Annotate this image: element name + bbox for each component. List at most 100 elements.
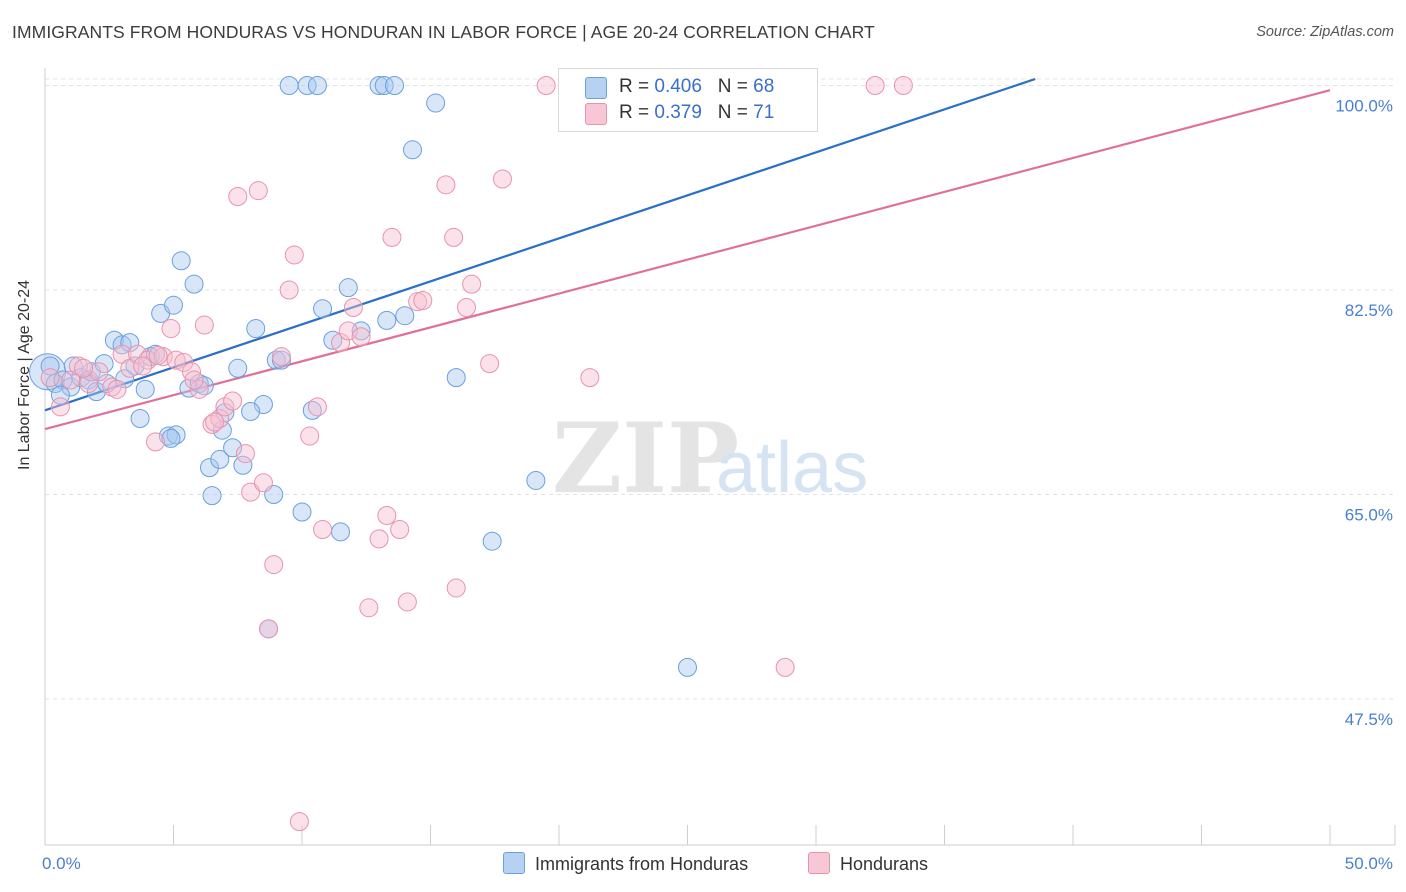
legend-r-label-pink: R = xyxy=(619,102,650,123)
bottom-legend-label-pink: Hondurans xyxy=(840,854,929,874)
legend-text-pink: R = 0.379 N = 71 xyxy=(619,102,774,124)
point-pink xyxy=(74,358,94,378)
point-pink xyxy=(89,362,109,382)
point-pink xyxy=(50,397,70,417)
point-pink xyxy=(462,274,482,294)
legend-text-blue: R = 0.406 N = 68 xyxy=(619,76,774,98)
bottom-legend-swatch-blue xyxy=(503,852,525,874)
point-blue xyxy=(40,356,60,376)
legend-n-label-blue: N = xyxy=(717,76,748,97)
legend-n-value-pink: 71 xyxy=(753,102,775,123)
points-layer xyxy=(29,76,913,832)
point-pink xyxy=(446,578,466,598)
point-blue xyxy=(189,373,209,393)
legend-r-value-blue: 0.406 xyxy=(654,76,702,97)
point-pink xyxy=(138,350,158,370)
bottom-legend-blue: Immigrants from Honduras xyxy=(503,852,748,875)
point-pink xyxy=(390,520,410,540)
point-pink xyxy=(166,350,186,370)
point-pink xyxy=(107,379,127,399)
legend-swatch-blue xyxy=(585,77,607,99)
point-blue xyxy=(212,420,232,440)
point-blue xyxy=(125,356,145,376)
point-blue xyxy=(313,299,333,319)
point-blue xyxy=(377,310,397,330)
point-pink xyxy=(300,426,320,446)
point-pink xyxy=(202,414,222,434)
point-pink xyxy=(184,370,204,390)
point-blue xyxy=(210,449,230,469)
point-pink xyxy=(161,319,181,339)
point-blue xyxy=(184,274,204,294)
point-pink xyxy=(580,368,600,388)
point-pink xyxy=(351,327,371,347)
point-blue xyxy=(164,295,183,315)
point-blue xyxy=(678,657,697,677)
point-pink xyxy=(248,181,268,201)
point-pink xyxy=(865,76,885,96)
y-axis-label: In Labor Force | Age 20-24 xyxy=(16,279,33,470)
y-tick-label: 82.5% xyxy=(1345,301,1393,320)
point-pink xyxy=(279,280,299,300)
point-blue xyxy=(130,409,150,429)
point-blue xyxy=(241,402,261,422)
point-pink xyxy=(331,333,351,353)
point-pink xyxy=(40,368,60,388)
point-pink xyxy=(146,432,166,452)
watermark: ZIP atlas xyxy=(552,402,868,515)
legend-swatch-pink xyxy=(585,103,607,125)
point-blue xyxy=(302,400,322,420)
point-pink xyxy=(194,315,214,335)
axis-layer xyxy=(44,68,1396,846)
point-pink xyxy=(338,321,358,341)
point-pink xyxy=(241,482,261,502)
point-pink xyxy=(189,379,209,399)
legend-r-label-blue: R = xyxy=(619,76,650,97)
point-blue xyxy=(482,531,502,551)
x-tick-label-min: 0.0% xyxy=(42,854,81,873)
point-pink xyxy=(436,175,456,195)
point-pink xyxy=(205,412,225,432)
point-pink xyxy=(369,529,389,549)
point-pink xyxy=(343,298,363,318)
point-blue xyxy=(446,368,466,388)
point-pink xyxy=(253,473,273,493)
trend-layer xyxy=(44,77,1331,431)
point-blue xyxy=(194,376,214,396)
point-blue xyxy=(202,486,222,506)
legend-r-value-pink: 0.379 xyxy=(654,102,702,123)
point-pink xyxy=(210,409,230,429)
point-blue xyxy=(199,458,219,478)
point-blue xyxy=(331,522,351,542)
point-blue xyxy=(166,425,186,445)
point-pink xyxy=(223,391,243,411)
point-blue xyxy=(50,385,70,405)
point-blue xyxy=(385,76,405,96)
point-pink xyxy=(271,347,291,367)
point-pink xyxy=(313,520,333,540)
point-blue xyxy=(266,350,286,370)
point-pink xyxy=(536,76,556,96)
tick-label-layer: 47.5% 65.0% 82.5% 100.0% 0.0% 50.0% xyxy=(42,97,1393,873)
chart-title: IMMIGRANTS FROM HONDURAS VS HONDURAN IN … xyxy=(12,22,875,42)
y-tick-label: 100.0% xyxy=(1335,97,1393,116)
watermark-zip: ZIP xyxy=(552,402,739,515)
bottom-legend-swatch-pink xyxy=(808,852,830,874)
point-pink xyxy=(128,344,148,364)
point-blue xyxy=(292,502,312,522)
bottom-legend-pink: Hondurans xyxy=(808,852,928,875)
stats-legend: R = 0.406 N = 68 R = 0.379 N = 71 xyxy=(558,68,818,132)
point-blue xyxy=(120,333,140,353)
point-blue xyxy=(526,470,546,490)
point-pink xyxy=(359,598,379,618)
point-pink xyxy=(444,227,464,247)
point-pink xyxy=(492,169,512,189)
point-pink xyxy=(133,356,153,376)
point-pink xyxy=(102,377,122,397)
point-blue xyxy=(246,319,266,339)
trend-line-pink xyxy=(44,89,1331,431)
point-pink xyxy=(307,397,327,417)
point-pink xyxy=(480,354,500,374)
point-blue xyxy=(135,379,155,399)
